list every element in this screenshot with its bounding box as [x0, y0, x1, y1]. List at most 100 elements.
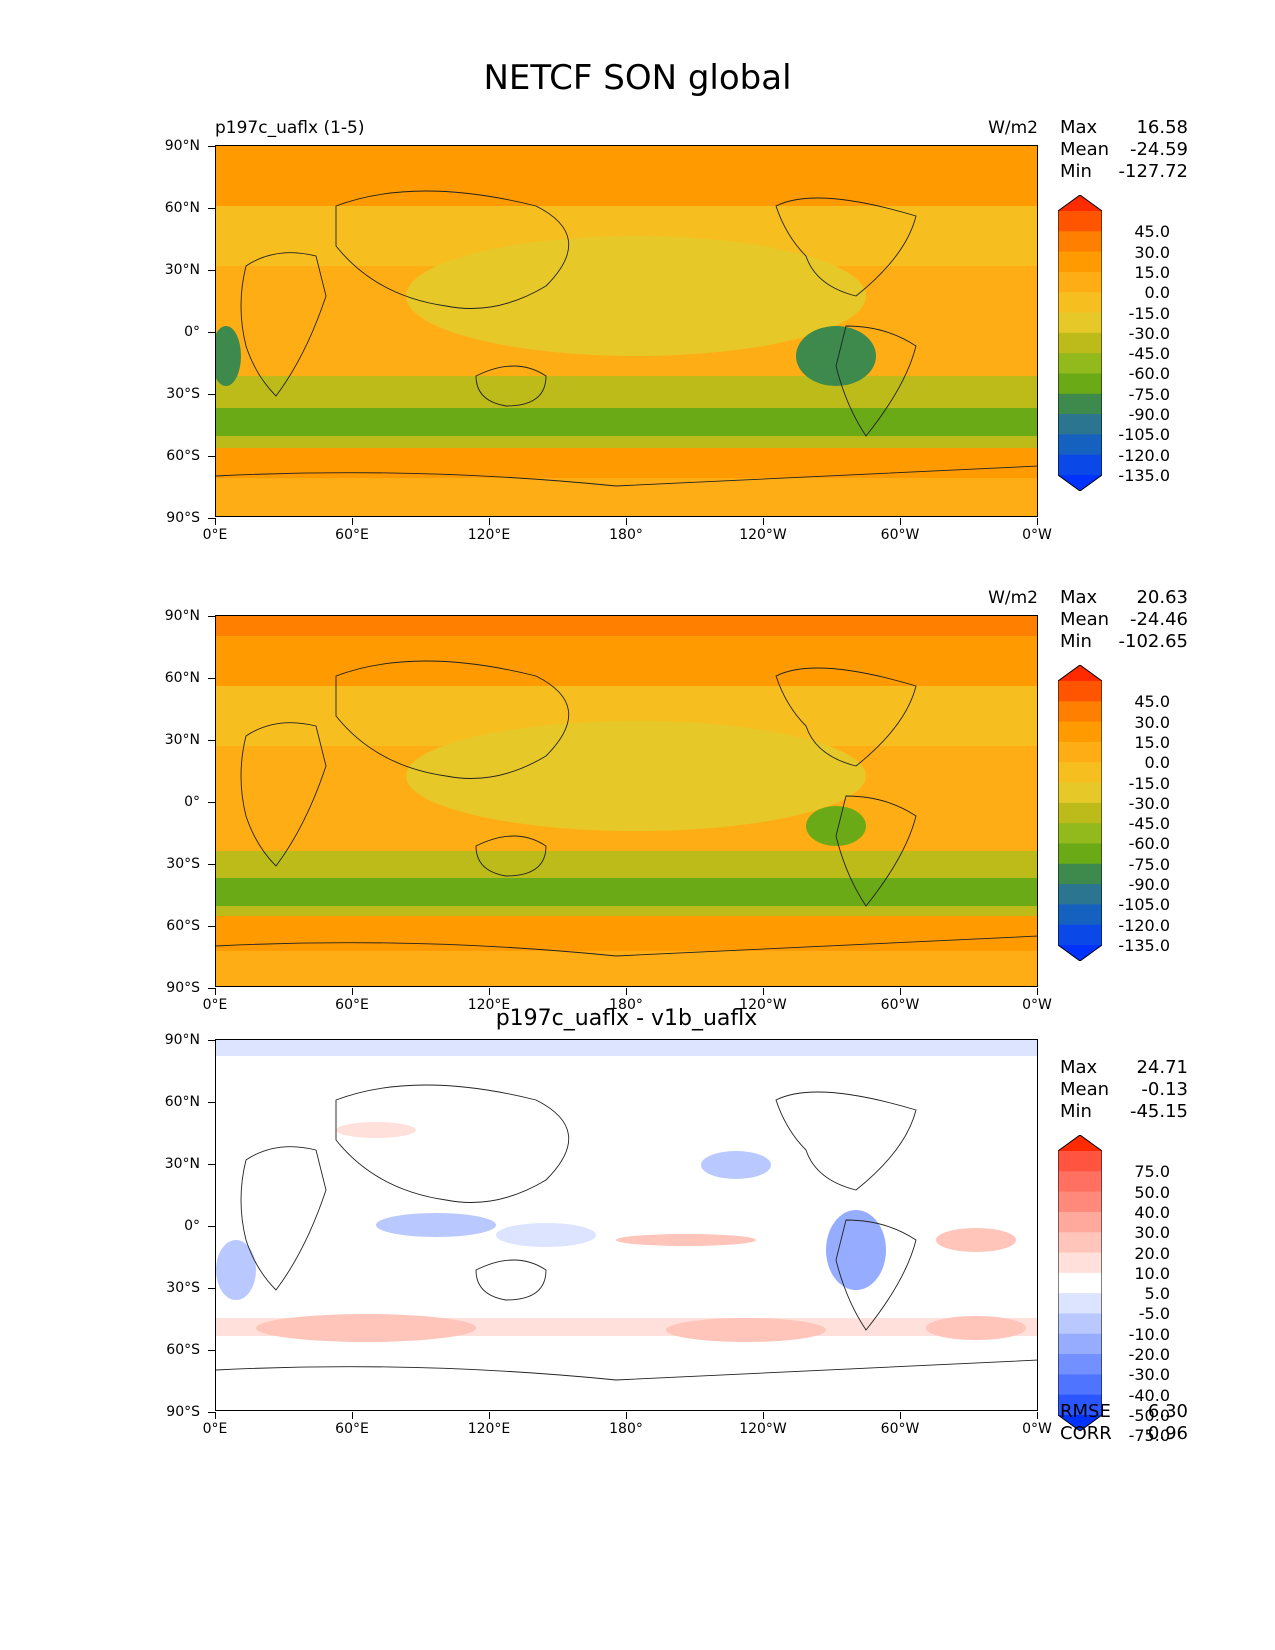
- colorbar-bin: [1058, 1313, 1102, 1335]
- colorbar-tick-label: -15.0: [1128, 773, 1170, 793]
- colorbar-tick-label: 20.0: [1134, 1243, 1170, 1263]
- y-tick: 90°S: [140, 1404, 215, 1420]
- colorbar-bin: [1058, 1394, 1102, 1416]
- panel-reference: W/m2 90°N 60°N 30°N 0°: [0, 470, 1275, 1013]
- x-tick: 180°: [586, 988, 666, 1013]
- y-tick: 30°S: [140, 386, 215, 402]
- y-tick: 90°N: [140, 608, 215, 624]
- x-tick: 120°E: [449, 988, 529, 1013]
- colorbar-extend-max: [1058, 665, 1102, 681]
- colorbar-bin: [1058, 741, 1102, 763]
- y-tick: 30°N: [140, 1156, 215, 1172]
- colorbar-bin: [1058, 1374, 1102, 1396]
- stat-max: 24.71: [1136, 1057, 1188, 1078]
- colorbar-tick-label: -75.0: [1128, 384, 1170, 404]
- x-tick: 0°E: [175, 1412, 255, 1437]
- colorbar-tick-label: -120.0: [1118, 915, 1170, 935]
- map-reference[interactable]: [215, 615, 1038, 987]
- colorbar-bin: [1058, 782, 1102, 804]
- stat-min: -45.15: [1129, 1101, 1188, 1122]
- colorbar-bin: [1058, 863, 1102, 885]
- colorbar-tick-label: -60.0: [1128, 834, 1170, 854]
- colorbar-difference: [1058, 1135, 1102, 1431]
- colorbar-bin: [1058, 1191, 1102, 1213]
- map-test[interactable]: [215, 145, 1038, 517]
- y-tick: 90°S: [140, 980, 215, 996]
- stat-mean: -24.59: [1129, 139, 1188, 160]
- panel-test-units: W/m2: [988, 118, 1038, 138]
- colorbar-bin: [1058, 924, 1102, 946]
- colorbar-tick-label: -10.0: [1128, 1324, 1170, 1344]
- colorbar-reference: [1058, 665, 1102, 961]
- stat-max: 20.63: [1136, 587, 1188, 608]
- x-tick: 180°: [586, 518, 666, 543]
- stat-label: Min: [1060, 161, 1092, 182]
- corr-label: CORR: [1060, 1423, 1112, 1444]
- x-tick: 120°E: [449, 518, 529, 543]
- stat-label: Mean: [1060, 609, 1110, 630]
- colorbar-tick-label: -120.0: [1118, 445, 1170, 465]
- panel-test: p197c_uaflx (1-5) W/m2 90°N 60°N: [0, 0, 1275, 543]
- stat-mean: -0.13: [1141, 1079, 1188, 1100]
- x-tick: 60°E: [312, 988, 392, 1013]
- colorbar-bin: [1058, 332, 1102, 354]
- colorbar-bin: [1058, 1333, 1102, 1355]
- stat-label: Max: [1060, 117, 1098, 138]
- colorbar-bin: [1058, 292, 1102, 314]
- stat-mean: -24.46: [1129, 609, 1188, 630]
- colorbar-tick-label: 30.0: [1134, 1223, 1170, 1243]
- colorbar-bin: [1058, 701, 1102, 723]
- y-tick: 60°S: [140, 1342, 215, 1358]
- colorbar-tick-label: 0.0: [1144, 753, 1170, 773]
- colorbar-tick-label: -15.0: [1128, 303, 1170, 323]
- stat-label: Min: [1060, 1101, 1092, 1122]
- footer-stats: RMSE 6.30 CORR 0.96: [1060, 1401, 1188, 1445]
- colorbar-bin: [1058, 312, 1102, 334]
- colorbar-bin: [1058, 271, 1102, 293]
- y-tick: 60°N: [140, 200, 215, 216]
- colorbar-bin: [1058, 454, 1102, 476]
- x-tick: 0°E: [175, 988, 255, 1013]
- y-tick: 30°N: [140, 732, 215, 748]
- colorbar-tick-label: 15.0: [1134, 262, 1170, 282]
- colorbar-tick-label: 45.0: [1134, 222, 1170, 242]
- colorbar-bin: [1058, 231, 1102, 253]
- colorbar-tick-label: -135.0: [1118, 936, 1170, 955]
- colorbar-bin: [1058, 434, 1102, 456]
- y-tick: 90°S: [140, 510, 215, 526]
- colorbar-tick-label: 5.0: [1144, 1284, 1170, 1304]
- x-tick: 60°W: [860, 518, 940, 543]
- map-difference[interactable]: [215, 1039, 1038, 1411]
- x-tick: 180°: [586, 1412, 666, 1437]
- panel-test-title: p197c_uaflx (1-5): [215, 118, 365, 138]
- colorbar-tick-label: -90.0: [1128, 405, 1170, 425]
- colorbar-tick-label: -105.0: [1118, 425, 1170, 445]
- colorbar-bin: [1058, 823, 1102, 844]
- x-tick: 0°W: [997, 988, 1077, 1013]
- stat-label: Mean: [1060, 1079, 1110, 1100]
- colorbar-bin: [1058, 211, 1102, 232]
- y-tick: 60°N: [140, 670, 215, 686]
- colorbar-bin: [1058, 353, 1102, 374]
- stats-test: Max 16.58 Mean -24.59 Min -127.72: [1060, 117, 1188, 183]
- colorbar-tick-label: 0.0: [1144, 283, 1170, 303]
- colorbar-tick-label: -75.0: [1128, 1426, 1170, 1446]
- colorbar-tick-label: -45.0: [1128, 344, 1170, 364]
- x-tick: 120°E: [449, 1412, 529, 1437]
- y-tick: 0°: [140, 324, 215, 340]
- colorbar-bin: [1058, 721, 1102, 743]
- colorbar-bin: [1058, 681, 1102, 702]
- x-tick: 0°E: [175, 518, 255, 543]
- colorbar-bin: [1058, 414, 1102, 435]
- y-tick: 30°N: [140, 262, 215, 278]
- colorbar-tick-label: -45.0: [1128, 814, 1170, 834]
- colorbar-bin: [1058, 884, 1102, 905]
- colorbar-bin: [1058, 1232, 1102, 1254]
- x-tick: 0°W: [997, 1412, 1077, 1437]
- x-tick: 60°E: [312, 1412, 392, 1437]
- colorbar-bin: [1058, 1293, 1102, 1314]
- rmse-label: RMSE: [1060, 1401, 1111, 1422]
- y-tick: 0°: [140, 794, 215, 810]
- colorbar-tick-label: -30.0: [1128, 1365, 1170, 1385]
- colorbar-tick-label: -105.0: [1118, 895, 1170, 915]
